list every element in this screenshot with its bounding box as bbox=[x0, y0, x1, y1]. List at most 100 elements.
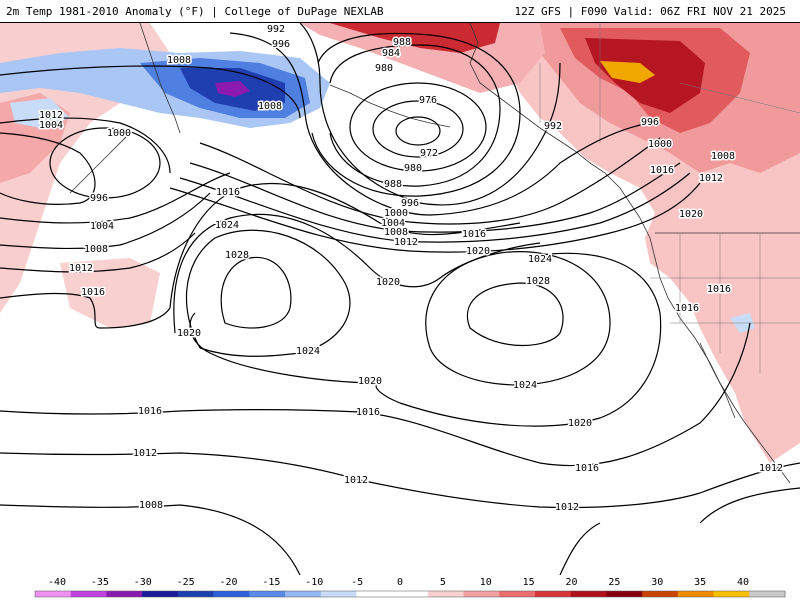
isobar-1028-east-high bbox=[466, 282, 564, 346]
coastlines bbox=[69, 23, 800, 484]
isobar-label: 1000 bbox=[384, 208, 408, 219]
colorbar-tick-label: 5 bbox=[440, 577, 446, 588]
isobar-1008-west bbox=[0, 65, 301, 119]
isobar-1000 bbox=[199, 137, 661, 225]
colorbar-swatch bbox=[142, 591, 179, 597]
isobar-label: 1016 bbox=[575, 463, 599, 474]
colorbar-swatch bbox=[677, 591, 715, 597]
isobar-1012-southeast bbox=[559, 487, 800, 575]
isobar-label: 1012 bbox=[69, 263, 93, 274]
isobar-label: 1008 bbox=[139, 500, 163, 511]
colorbar-swatch bbox=[606, 591, 643, 597]
model-run-info: 12Z GFS | F090 Valid: 06Z FRI NOV 21 202… bbox=[514, 5, 786, 18]
isobar-label: 1012 bbox=[394, 237, 418, 248]
colorbar-swatch bbox=[463, 591, 500, 597]
colorbar-outline bbox=[34, 590, 786, 598]
isobar-1012-west-2 bbox=[0, 232, 196, 273]
isobar-label: 1024 bbox=[513, 380, 537, 391]
isobar-label: 996 bbox=[272, 39, 290, 50]
isobar-1024-west-high bbox=[185, 229, 351, 357]
isobar-988 bbox=[311, 32, 521, 197]
isobar-label: 1012 bbox=[759, 463, 783, 474]
map-title: 2m Temp 1981-2010 Anomaly (°F) | College… bbox=[6, 5, 384, 18]
colorbar-swatch bbox=[713, 591, 750, 597]
warm-anomaly-bering-core bbox=[330, 23, 500, 53]
isobar-label: 1008 bbox=[384, 227, 408, 238]
colorbar-swatch bbox=[249, 591, 286, 597]
isobar-1016-west bbox=[0, 292, 171, 329]
colorbar-tick-label: -5 bbox=[351, 577, 363, 588]
colorbar-tick-label: -20 bbox=[219, 577, 237, 588]
isobar-label: 1028 bbox=[225, 250, 249, 261]
isobar-label: 980 bbox=[375, 63, 393, 74]
isobar-1028-west-high bbox=[220, 256, 292, 329]
colorbar-tick-label: 10 bbox=[480, 577, 492, 588]
isobar-label: 1008 bbox=[711, 151, 735, 162]
isobar-label: 1008 bbox=[258, 101, 282, 112]
colorbar-svg: -40 -35 -30 -25 -20 -15 -10 -5 0 5 10 15 20 25 30 35 40 bbox=[34, 577, 786, 598]
colorbar-swatch bbox=[106, 591, 143, 597]
isobar-label: 1020 bbox=[466, 246, 490, 257]
isobar-label: 1016 bbox=[138, 406, 162, 417]
isobar-1020-east-high bbox=[189, 252, 662, 427]
isobar-996 bbox=[229, 32, 651, 216]
isobar-label: 1028 bbox=[526, 276, 550, 287]
isobar-label: 1008 bbox=[167, 55, 191, 66]
colorbar-swatch bbox=[35, 591, 72, 597]
isobars bbox=[0, 23, 800, 575]
alaska-coast bbox=[469, 23, 631, 204]
isobar-label: 1020 bbox=[376, 277, 400, 288]
isobar-1012-west bbox=[0, 117, 171, 174]
isobar-label: 1012 bbox=[699, 173, 723, 184]
isobar-label: 1024 bbox=[296, 346, 320, 357]
isobar-label: 1004 bbox=[381, 218, 405, 229]
isobar-label: 992 bbox=[267, 24, 285, 35]
colorbar-swatches bbox=[34, 590, 786, 598]
isobar-label: 1000 bbox=[107, 128, 131, 139]
isobar-label: 1016 bbox=[462, 229, 486, 240]
isobar-1008-west-2 bbox=[0, 192, 211, 250]
colorbar-swatch bbox=[70, 591, 107, 597]
colorbar-tick-label: -30 bbox=[134, 577, 152, 588]
state-lines bbox=[650, 233, 800, 373]
isobar-label: 1012 bbox=[133, 448, 157, 459]
isobar-1008-south bbox=[0, 504, 301, 575]
isobar-label: 1012 bbox=[344, 475, 368, 486]
title-bar: 2m Temp 1981-2010 Anomaly (°F) | College… bbox=[0, 0, 800, 23]
baja-coast bbox=[699, 342, 736, 419]
canada-provinces bbox=[539, 23, 800, 143]
aleutian-chain bbox=[329, 84, 451, 128]
isobar-label: 1020 bbox=[358, 376, 382, 387]
isobar-label: 1012 bbox=[555, 502, 579, 513]
colorbar-tick-label: 15 bbox=[523, 577, 535, 588]
colorbar-swatch bbox=[749, 591, 786, 597]
isobar-label: 1008 bbox=[84, 244, 108, 255]
isobar-label: 988 bbox=[384, 179, 402, 190]
colorbar-tick-label: 40 bbox=[737, 577, 749, 588]
isobar-label: 1012 bbox=[39, 110, 63, 121]
isobar-label: 996 bbox=[401, 198, 419, 209]
isobar-980 bbox=[349, 82, 487, 172]
colorbar-tick-label: -35 bbox=[91, 577, 109, 588]
isobar-label: 1020 bbox=[177, 328, 201, 339]
isobar-label: 972 bbox=[420, 148, 438, 159]
colorbar-tick-label: 35 bbox=[694, 577, 706, 588]
weather-map[interactable]: 992 996 988 984 980 976 972 980 988 992 996 1000 100… bbox=[0, 23, 800, 575]
isobar-label: 1024 bbox=[528, 254, 552, 265]
kamchatka-coast bbox=[139, 23, 181, 134]
isobar-label: 1016 bbox=[216, 187, 240, 198]
isobar-label: 976 bbox=[419, 95, 437, 106]
colorbar-swatch bbox=[285, 591, 322, 597]
isobar-1024-east-high bbox=[425, 251, 611, 386]
colorbar-swatch bbox=[356, 591, 393, 597]
isobar-996-west-low bbox=[0, 132, 96, 205]
isobar-label: 992 bbox=[544, 121, 562, 132]
isobar-label: 1004 bbox=[90, 221, 114, 232]
west-coast bbox=[629, 202, 791, 484]
colorbar-tick-label: 25 bbox=[608, 577, 620, 588]
isobar-1000-west-low bbox=[49, 127, 161, 199]
isobar-label: 996 bbox=[641, 117, 659, 128]
colorbar-tick-label: -10 bbox=[305, 577, 323, 588]
